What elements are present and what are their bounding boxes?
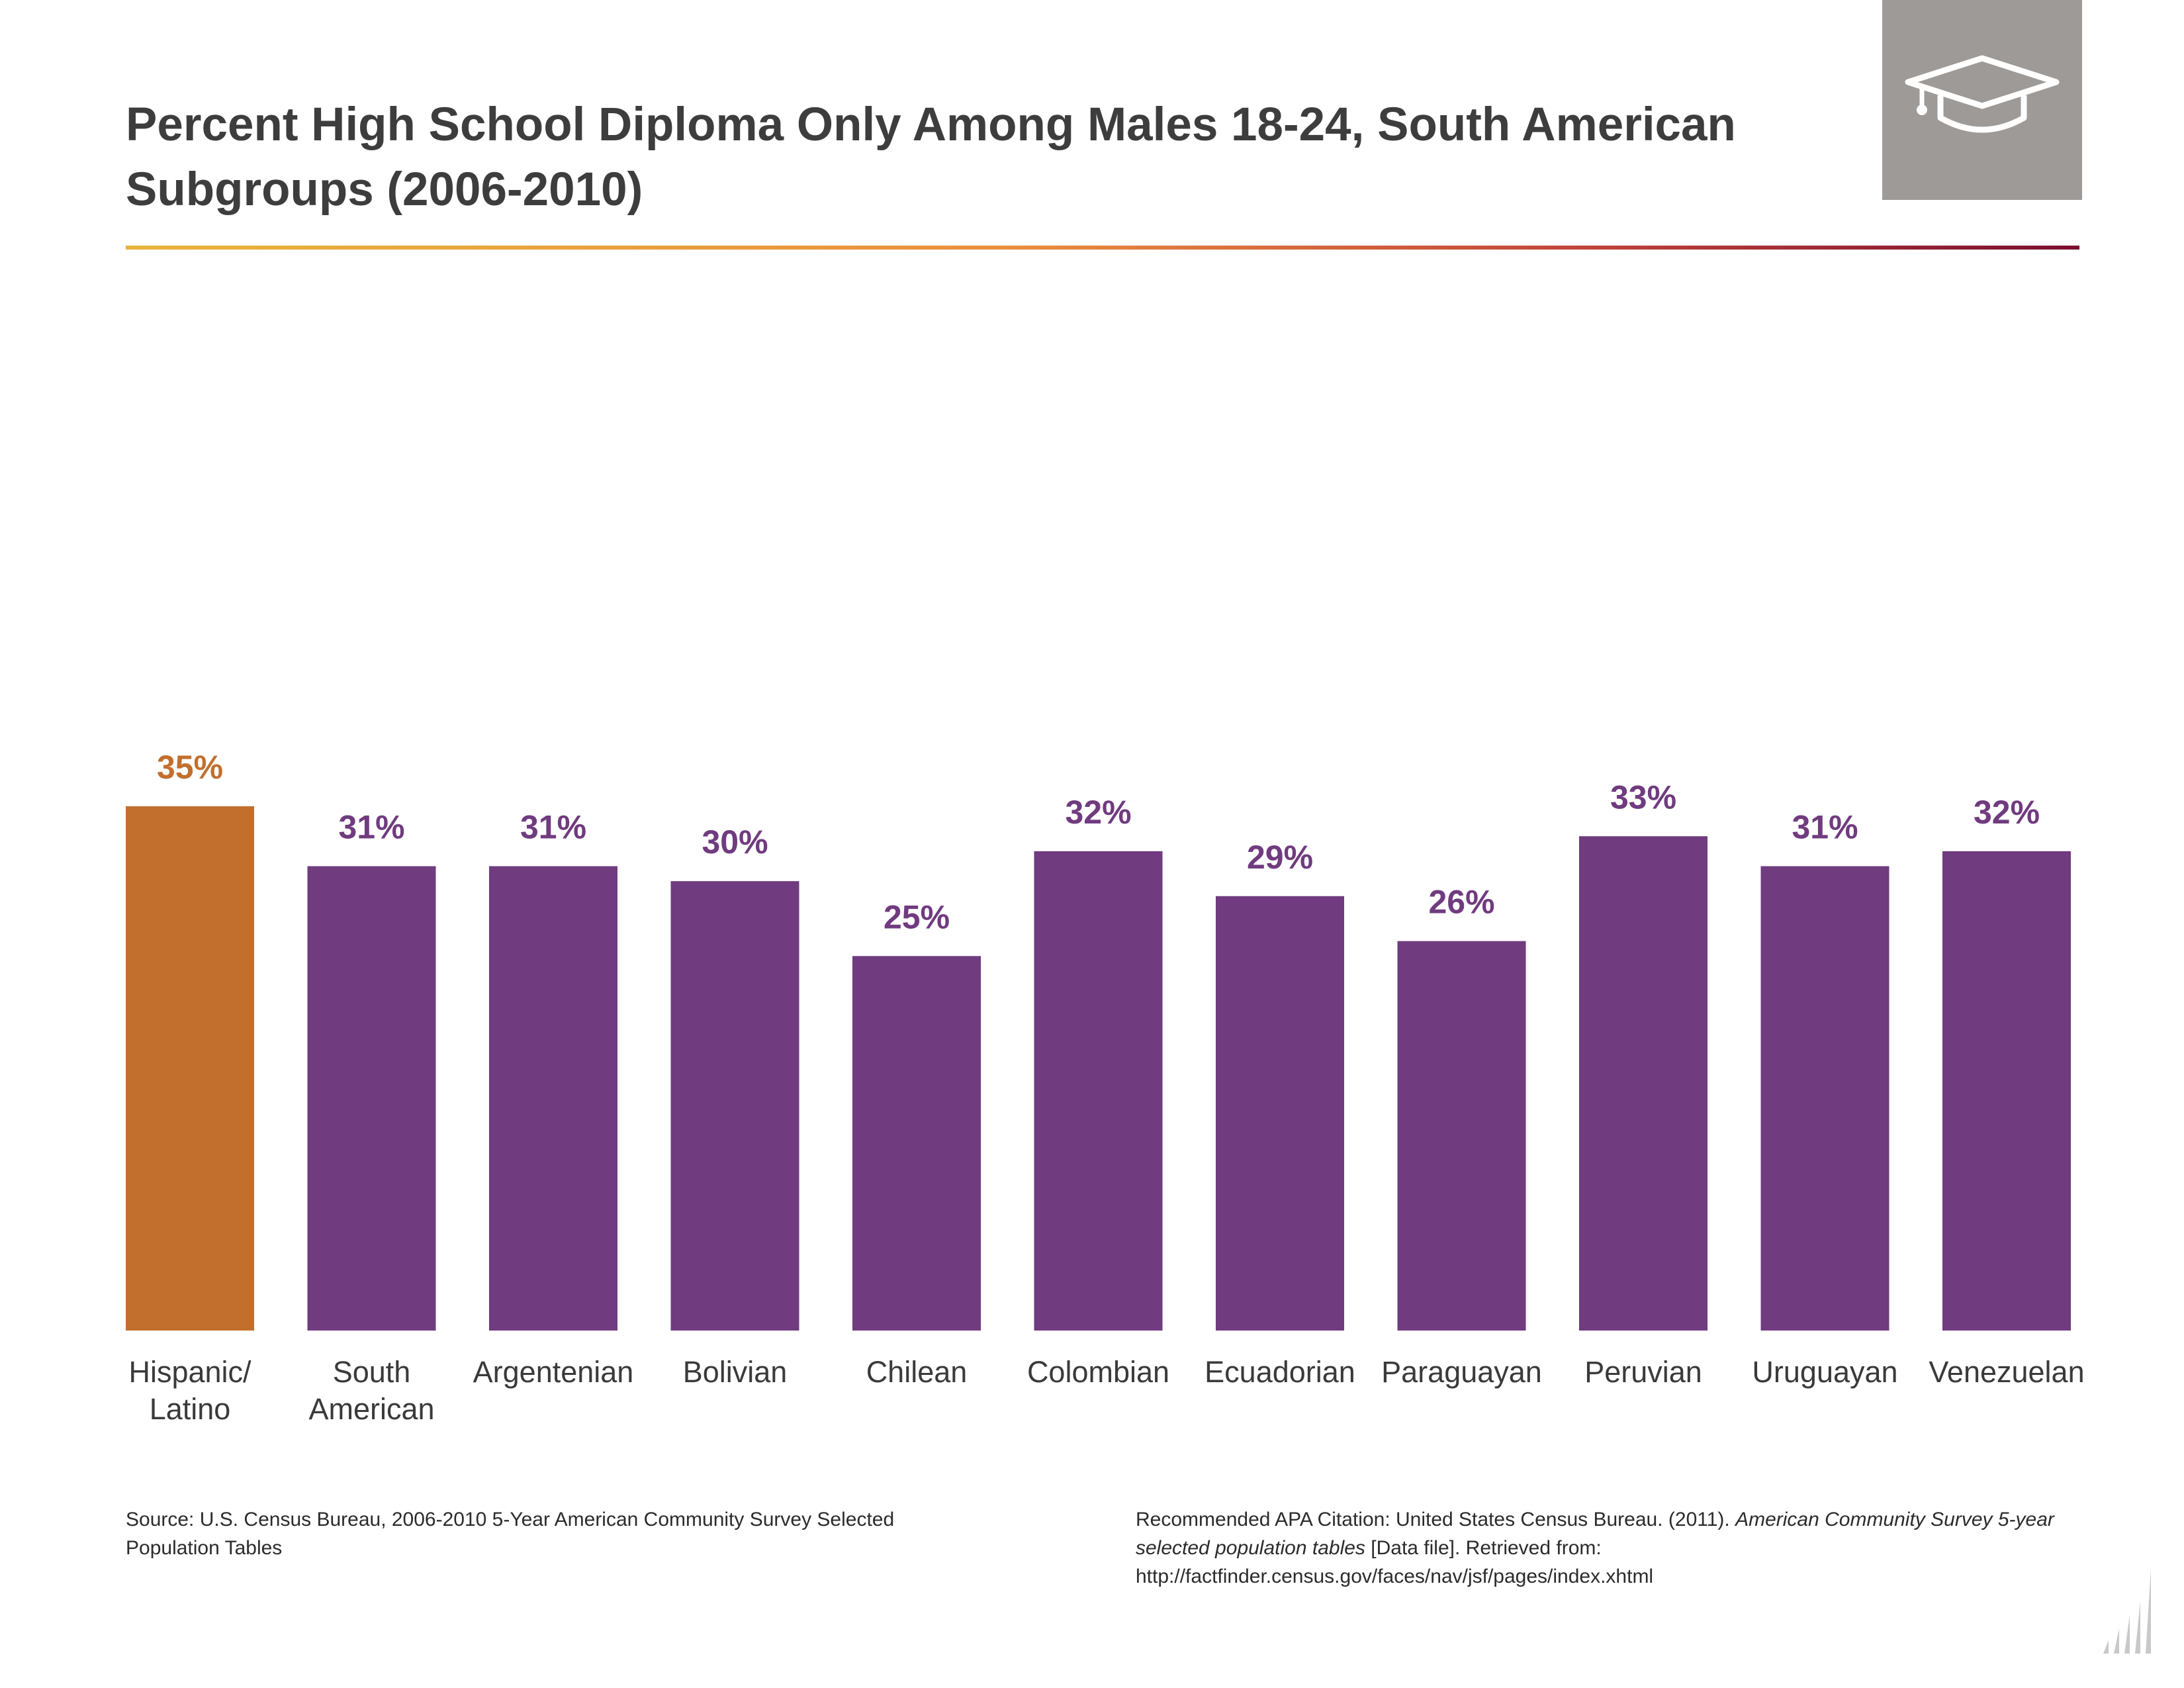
category-label-line: Colombian [1027, 1355, 1169, 1389]
category-label-line: American [308, 1392, 434, 1426]
category-label-line: Venezuelan [1929, 1355, 2084, 1389]
category-label-line: Chilean [866, 1355, 968, 1389]
data-label-5: 32% [1065, 794, 1131, 831]
category-label-line: Paraguayan [1381, 1355, 1542, 1389]
data-label-10: 32% [1974, 794, 2040, 831]
category-label-8: Peruvian [1584, 1355, 1702, 1389]
category-label-6: Ecuadorian [1205, 1355, 1355, 1389]
bar-chart-logo-icon [2103, 1569, 2151, 1654]
bar-10 [1942, 851, 2071, 1331]
category-label-1: South American [308, 1355, 434, 1426]
category-label-5: Colombian [1027, 1355, 1169, 1389]
citation-title: American Community Survey 5-year selecte… [1136, 1509, 2054, 1559]
category-label-7: Paraguayan [1381, 1355, 1542, 1389]
category-label-line: Bolivian [683, 1355, 788, 1389]
bar-4 [852, 956, 981, 1331]
data-label-4: 25% [884, 898, 950, 935]
category-label-line: Hispanic/ [128, 1355, 251, 1389]
bar-3 [670, 881, 799, 1331]
citation-suffix: [Data file]. Retrieved from: http://fact… [1136, 1537, 1654, 1587]
bar-0 [126, 806, 254, 1331]
category-label-10: Venezuelan [1929, 1355, 2084, 1389]
category-label-line: Argentenian [473, 1355, 634, 1389]
bar-7 [1397, 941, 1526, 1331]
bar-8 [1579, 836, 1707, 1331]
header-icon-box [1882, 0, 2082, 200]
category-label-0: Hispanic/Latino [128, 1355, 251, 1426]
data-label-1: 31% [338, 809, 404, 846]
data-label-3: 30% [702, 823, 768, 861]
bar-6 [1216, 896, 1344, 1331]
data-label-7: 26% [1428, 884, 1494, 921]
data-label-9: 31% [1792, 809, 1858, 846]
category-label-9: Uruguayan [1752, 1355, 1897, 1389]
category-label-2: Argentenian [473, 1355, 634, 1389]
citation-note: Recommended APA Citation: United States … [1136, 1505, 2075, 1591]
category-label-line: Peruvian [1584, 1355, 1702, 1389]
data-label-6: 29% [1247, 839, 1313, 876]
category-label-line: Uruguayan [1752, 1355, 1897, 1389]
bar-9 [1760, 866, 1889, 1331]
data-label-8: 33% [1610, 778, 1676, 816]
category-label-4: Chilean [866, 1355, 968, 1389]
category-label-line: Latino [150, 1392, 231, 1426]
bar-2 [489, 866, 617, 1331]
title-divider [126, 246, 2079, 250]
category-label-3: Bolivian [683, 1355, 788, 1389]
bar-chart: 35% Hispanic/Latino 31% South American 31% Arg… [126, 749, 2085, 1426]
data-label-2: 31% [520, 809, 586, 846]
bar-1 [307, 866, 436, 1331]
bar-5 [1034, 851, 1163, 1331]
citation-prefix: Recommended APA Citation: United States … [1136, 1509, 1736, 1530]
category-label-line: South [333, 1355, 411, 1389]
source-note: Source: U.S. Census Bureau, 2006-2010 5-… [126, 1509, 895, 1559]
chart-title: Percent High School Diploma Only Among M… [126, 99, 1736, 216]
graduation-cap-icon [1905, 55, 2060, 133]
data-label-0: 35% [157, 749, 223, 786]
category-label-line: Ecuadorian [1205, 1355, 1355, 1389]
